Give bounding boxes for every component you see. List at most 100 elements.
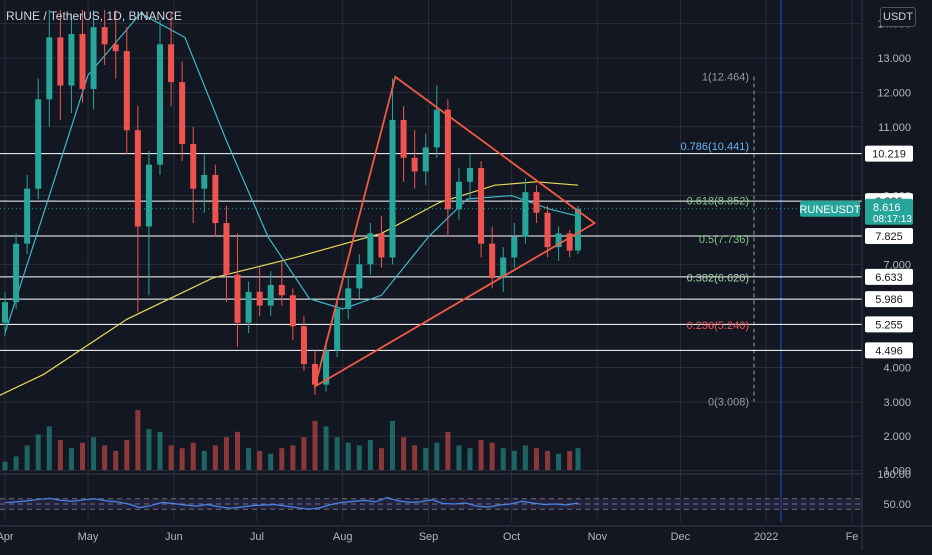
- volume-bar: [246, 448, 252, 470]
- volume-bar: [367, 440, 373, 470]
- time-tick-label: Jul: [250, 531, 264, 543]
- price-tick-label: 12.000: [877, 87, 911, 99]
- level-price-label: 5.986: [875, 294, 903, 306]
- volume-bar: [268, 453, 274, 470]
- candle: [378, 233, 385, 258]
- candle: [433, 109, 440, 148]
- candle: [267, 284, 274, 306]
- candle: [157, 44, 164, 165]
- rsi-tick-label: 100.00: [877, 469, 911, 481]
- current-symbol-label: RUNEUSDT: [799, 204, 860, 216]
- time-tick-label: Sep: [419, 531, 439, 543]
- volume-bar: [157, 431, 163, 470]
- volume-bar: [223, 437, 229, 470]
- candle: [411, 157, 418, 172]
- volume-bar: [500, 448, 506, 470]
- time-tick-label: Fe: [846, 531, 859, 543]
- volume-bar: [80, 442, 86, 470]
- candle: [190, 143, 197, 189]
- volume-bar: [390, 420, 396, 470]
- candle: [345, 288, 352, 310]
- fib-label: 0.236(5.240): [687, 320, 749, 332]
- volume-bar: [124, 440, 130, 470]
- volume-bar: [556, 453, 562, 470]
- moving-average-fast: [4, 12, 579, 334]
- currency-button[interactable]: USDT: [880, 7, 916, 27]
- candle: [478, 168, 485, 244]
- candle: [533, 192, 540, 213]
- time-tick-label: Apr: [0, 531, 14, 543]
- volume-bar: [35, 434, 41, 470]
- candle: [522, 192, 529, 237]
- volume-bar: [57, 440, 63, 470]
- candle: [444, 109, 451, 210]
- volume-bar: [412, 445, 418, 470]
- volume-bar: [257, 450, 263, 470]
- candle: [467, 168, 474, 182]
- price-tick-label: 2.000: [883, 431, 911, 443]
- time-tick-label: Jun: [165, 531, 183, 543]
- volume-bar: [445, 431, 451, 470]
- volume-bars: [2, 410, 581, 470]
- candle: [201, 174, 208, 189]
- candle: [566, 233, 573, 251]
- price-tick-label: 7.000: [883, 259, 911, 271]
- fib-label: 0.382(6.620): [687, 272, 749, 284]
- candle: [212, 174, 219, 224]
- candle: [455, 181, 462, 210]
- candle: [24, 188, 31, 244]
- volume-bar: [456, 445, 462, 470]
- volume-bar: [323, 426, 329, 470]
- time-tick-label: Aug: [333, 531, 353, 543]
- time-tick-label: Dec: [671, 531, 691, 543]
- moving-average-slow: [0, 181, 579, 396]
- volume-bar: [68, 448, 74, 470]
- candle: [90, 27, 97, 89]
- current-price-label: 8.616: [873, 202, 901, 214]
- volume-bar: [190, 442, 196, 470]
- candle: [356, 264, 363, 289]
- candle: [256, 291, 263, 306]
- volume-bar: [401, 437, 407, 470]
- price-tick-label: 4.000: [883, 362, 911, 374]
- volume-bar: [378, 448, 384, 470]
- candle: [367, 233, 374, 265]
- candle: [544, 212, 551, 248]
- candle: [57, 37, 64, 86]
- volume-bar: [13, 456, 19, 470]
- volume-bar: [212, 445, 218, 470]
- candle: [323, 350, 330, 385]
- volume-bar: [290, 445, 296, 470]
- volume-bar: [334, 437, 340, 470]
- candle: [79, 33, 86, 89]
- volume-bar: [91, 437, 97, 470]
- volume-bar: [423, 448, 429, 470]
- candle: [422, 147, 429, 172]
- candle: [168, 44, 175, 83]
- price-tick-label: 3.000: [883, 397, 911, 409]
- volume-bar: [146, 429, 152, 470]
- volume-bar: [113, 450, 119, 470]
- volume-bar: [356, 445, 362, 470]
- triangle-pattern: [313, 75, 597, 389]
- candle: [145, 164, 152, 227]
- volume-bar: [102, 445, 108, 470]
- candle: [112, 44, 119, 52]
- candle: [500, 257, 507, 279]
- level-price-label: 10.219: [872, 149, 906, 161]
- volume-bar: [434, 442, 440, 470]
- time-tick-label: Nov: [588, 531, 608, 543]
- time-tick-label: 2022: [754, 531, 778, 543]
- volume-bar: [179, 448, 185, 470]
- candle: [123, 51, 130, 131]
- rsi-tick-label: 50.00: [883, 499, 911, 511]
- candle: [511, 236, 518, 258]
- price-tick-label: 1.000: [883, 466, 911, 478]
- candle: [278, 284, 285, 296]
- volume-bar: [168, 445, 174, 470]
- level-price-label: 6.633: [875, 272, 903, 284]
- candle: [312, 364, 319, 385]
- fib-label: 0.786(10.441): [681, 141, 750, 153]
